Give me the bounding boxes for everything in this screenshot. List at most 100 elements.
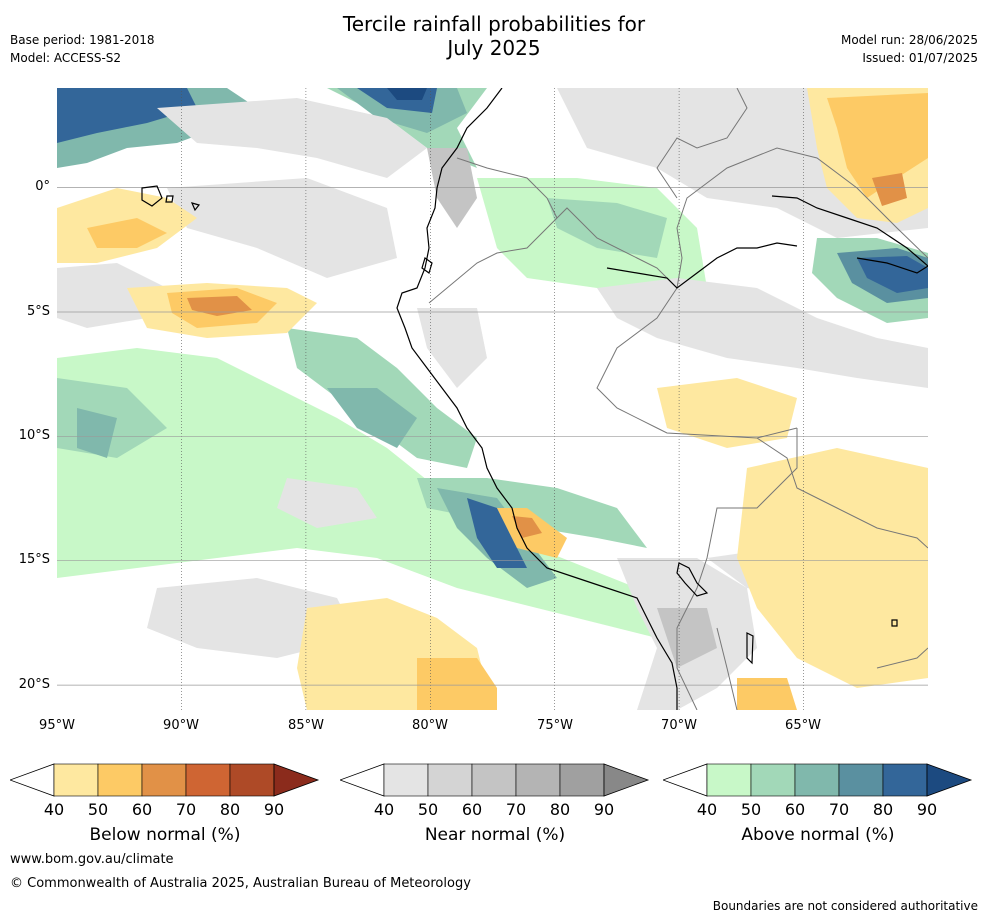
legend-tick: 80 <box>549 800 571 819</box>
lon-label: 70°W <box>661 718 697 733</box>
galapagos-1 <box>141 185 163 207</box>
legend-tick: 80 <box>872 800 894 819</box>
legend-tick: 70 <box>828 800 850 819</box>
above-normal-region <box>57 88 197 143</box>
above-normal-region <box>387 88 427 100</box>
lake-sw <box>891 619 898 627</box>
colorbar-segment <box>926 763 973 797</box>
colorbar-segment <box>185 763 231 797</box>
colorbar-segment <box>97 763 143 797</box>
legend-near-normal: 40 50 60 70 80 90 Near normal (%) <box>338 762 650 852</box>
title-line-2: July 2025 <box>447 36 541 60</box>
near-normal-region <box>277 478 377 528</box>
above-normal-region <box>467 498 527 568</box>
issued-date: Issued: 01/07/2025 <box>862 51 978 65</box>
colorbar-segment <box>706 763 752 797</box>
colorbar-segment <box>559 763 605 797</box>
lon-label: 95°W <box>39 718 75 733</box>
colorbar-segment <box>661 763 708 797</box>
boundary-ecuador-colombia <box>456 157 558 219</box>
model-run: Model run: 28/06/2025 <box>840 33 978 47</box>
lake-titicaca <box>676 562 709 597</box>
legend-title: Below normal (%) <box>89 825 241 845</box>
near-normal-region <box>657 608 717 668</box>
colorbar-segment <box>750 763 796 797</box>
lon-label: 80°W <box>412 718 448 733</box>
near-normal-region <box>417 308 487 388</box>
below-normal-region <box>737 678 797 710</box>
lat-label: 15°S <box>18 552 50 567</box>
probability-map <box>57 88 928 710</box>
legend-tick: 70 <box>175 800 197 819</box>
copyright-notice: © Commonwealth of Australia 2025, Austra… <box>10 876 471 891</box>
below-normal-region <box>872 173 907 206</box>
base-period: Base period: 1981-2018 <box>10 33 155 47</box>
galapagos-2 <box>165 195 174 203</box>
colorbar-segment <box>471 763 517 797</box>
boundary-chile-argentina <box>716 627 738 710</box>
colorbar-segment <box>882 763 928 797</box>
galapagos-3 <box>190 202 201 212</box>
legend-tick: 90 <box>263 800 285 819</box>
model-name: Model: ACCESS-S2 <box>10 51 122 65</box>
meta-right: Model run: 28/06/2025 Issued: 01/07/2025 <box>841 31 978 67</box>
lon-label: 90°W <box>163 718 199 733</box>
above-normal-region <box>857 256 928 293</box>
colorbar-segment <box>338 763 385 797</box>
boundary-bolivia <box>676 428 798 710</box>
colorbar-segment <box>838 763 884 797</box>
below-normal-region <box>87 218 167 248</box>
legend-tick: 70 <box>505 800 527 819</box>
boundary-bolivia-brazil <box>756 437 928 549</box>
title-line-1: Tercile rainfall probabilities for <box>342 12 646 36</box>
boundary-ecuador-peru <box>428 207 678 304</box>
legend-title: Near normal (%) <box>424 825 566 845</box>
amazon-river <box>771 195 928 267</box>
legend-tick: 40 <box>43 800 65 819</box>
island-marajo <box>856 257 928 274</box>
colorbar-near-normal <box>338 763 650 797</box>
boundary-colombia-brazil <box>676 147 928 289</box>
near-normal-region <box>427 148 477 228</box>
legend-tick: 90 <box>916 800 938 819</box>
near-normal-region <box>167 178 397 278</box>
chart-title: Tercile rainfall probabilities for July … <box>0 12 988 60</box>
colorbar-segment <box>603 763 650 797</box>
lat-label: 5°S <box>26 304 50 319</box>
country-boundaries <box>428 88 928 710</box>
boundary-paraguay <box>876 647 928 669</box>
colorbar-segment <box>53 763 99 797</box>
near-normal-region <box>157 98 427 178</box>
legend-tick: 60 <box>461 800 483 819</box>
coastline-pacific <box>396 88 678 710</box>
legend-tick: 80 <box>219 800 241 819</box>
legend-tick: 50 <box>417 800 439 819</box>
lon-label: 65°W <box>785 718 821 733</box>
legend-title: Above normal (%) <box>741 825 895 845</box>
colorbar-segment <box>273 763 320 797</box>
colorbar-segment <box>141 763 187 797</box>
lat-label: 20°S <box>18 677 50 692</box>
lat-label: 10°S <box>18 428 50 443</box>
colorbar-segment <box>515 763 561 797</box>
lon-label: 75°W <box>537 718 573 733</box>
legend-tick: 60 <box>784 800 806 819</box>
lat-label: 0° <box>35 179 50 194</box>
below-normal-region <box>737 448 928 688</box>
below-normal-region <box>417 658 497 710</box>
colorbar-above-normal <box>661 763 973 797</box>
legend-tick: 50 <box>740 800 762 819</box>
meta-left: Base period: 1981-2018 Model: ACCESS-S2 <box>10 31 155 67</box>
lake-poopo <box>746 632 754 665</box>
colorbar-segment <box>794 763 840 797</box>
boundary-north <box>656 88 748 199</box>
above-normal-region <box>77 408 117 458</box>
legend-tick: 40 <box>696 800 718 819</box>
below-normal-region <box>657 378 797 448</box>
colorbar-below-normal <box>8 763 320 797</box>
website-link[interactable]: www.bom.gov.au/climate <box>10 852 174 867</box>
colorbar-segment <box>427 763 473 797</box>
legend-tick: 50 <box>87 800 109 819</box>
boundary-peru-brazil <box>596 287 798 439</box>
parallels <box>57 187 928 686</box>
